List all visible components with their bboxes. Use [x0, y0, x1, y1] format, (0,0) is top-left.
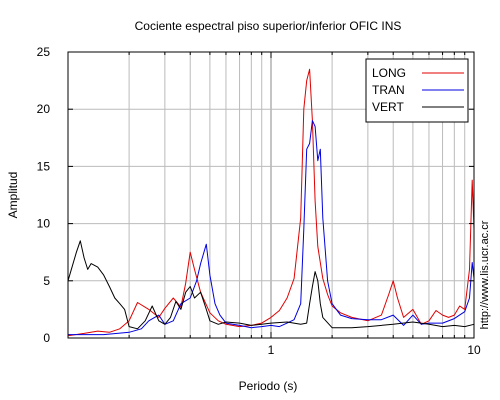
y-axis-title: Amplitud [6, 172, 20, 219]
y-tick-label: 10 [37, 217, 51, 231]
source-url-annotation: http://www.lis.ucr.ac.cr [479, 220, 491, 329]
y-tick-label: 0 [43, 331, 50, 345]
x-tick-label: 10 [467, 343, 481, 357]
x-tick-label: 1 [268, 343, 275, 357]
legend-label-vert: VERT [372, 100, 404, 114]
legend-label-tran: TRAN [372, 83, 405, 97]
series-line-long [67, 68, 475, 337]
y-tick-label: 5 [43, 274, 50, 288]
legend-label-long: LONG [372, 66, 406, 80]
legend: LONG TRAN VERT [365, 58, 469, 123]
chart-title: Cociente espectral piso superior/inferio… [135, 19, 402, 33]
y-tick-label: 25 [37, 45, 51, 59]
series-layer [67, 68, 475, 337]
y-tick-label: 20 [37, 102, 51, 116]
x-axis-title: Periodo (s) [239, 379, 298, 393]
y-tick-label: 15 [37, 159, 51, 173]
series-line-vert [67, 240, 475, 330]
plot-frame [67, 51, 475, 339]
